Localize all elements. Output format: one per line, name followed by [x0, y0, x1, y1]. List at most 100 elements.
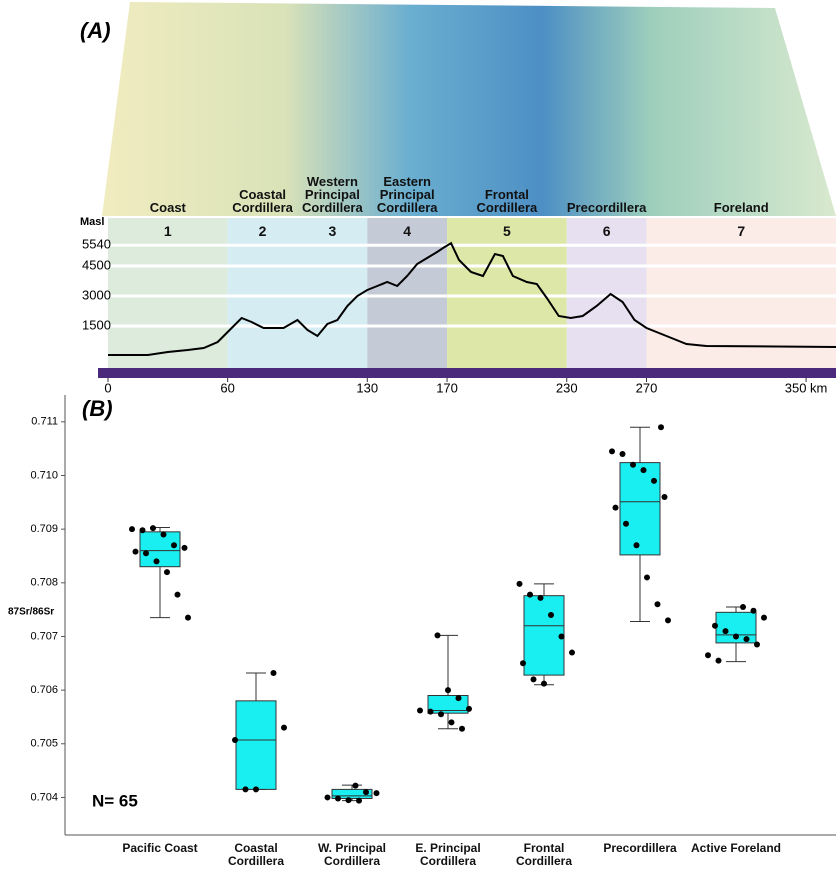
zone [447, 218, 567, 368]
panel-label: (A) [80, 18, 111, 43]
data-point [356, 798, 362, 804]
data-point [140, 527, 146, 533]
y-tick-label: 3000 [82, 287, 111, 302]
y-tick-label: 4500 [82, 257, 111, 272]
x-tick-label: 170 [436, 380, 458, 395]
x-axis-bar [98, 368, 836, 378]
y-tick-label: 0.711 [31, 416, 58, 428]
zone-number: 5 [487, 225, 527, 238]
box [236, 701, 276, 790]
data-point [281, 725, 287, 731]
data-point [634, 542, 640, 548]
data-point [435, 632, 441, 638]
chart: (A) Masl (B) 87Sr/86Sr N= 65 15003000450… [0, 0, 836, 879]
figure: (A) Masl (B) 87Sr/86Sr N= 65 15003000450… [0, 0, 836, 879]
y-tick-label: 0.710 [30, 469, 58, 481]
data-point [232, 737, 238, 743]
data-point [243, 786, 249, 792]
data-point [569, 650, 575, 656]
data-point [517, 581, 523, 587]
y-tick-label: 0.708 [30, 577, 58, 589]
data-point [185, 615, 191, 621]
zone [228, 218, 298, 368]
data-point [175, 592, 181, 598]
zone-number: 6 [587, 225, 627, 238]
data-point [712, 623, 718, 629]
data-point [346, 797, 352, 803]
data-point [716, 658, 722, 664]
y-tick-label: 1500 [82, 317, 111, 332]
data-point [548, 612, 554, 618]
box [620, 463, 660, 555]
x-tick-label: E. Principal Cordillera [400, 842, 496, 868]
data-point [456, 695, 462, 701]
data-point [253, 786, 259, 792]
data-point [723, 628, 729, 634]
data-point [520, 660, 526, 666]
y-tick-label: 0.704 [30, 791, 58, 803]
x-tick-label: 60 [220, 380, 234, 395]
data-point [655, 601, 661, 607]
x-tick-label: 130 [356, 380, 378, 395]
data-point [705, 652, 711, 658]
zone-name: Coast [128, 201, 208, 214]
annotation: N= 65 [92, 791, 138, 810]
data-point [150, 525, 156, 531]
data-point [459, 726, 465, 732]
data-point [740, 604, 746, 610]
data-point [363, 789, 369, 795]
zone-name: Eastern Principal Cordillera [367, 175, 447, 214]
x-tick-label: 350 km [785, 380, 828, 395]
data-point [644, 574, 650, 580]
data-point [143, 550, 149, 556]
data-point [744, 636, 750, 642]
data-point [271, 670, 277, 676]
zone-number: 7 [721, 225, 761, 238]
data-point [154, 558, 160, 564]
data-point [651, 478, 657, 484]
data-point [641, 467, 647, 473]
data-point [541, 681, 547, 687]
data-point [733, 633, 739, 639]
data-point [613, 505, 619, 511]
x-tick-label: Coastal Cordillera [208, 842, 304, 868]
x-tick-label: W. Principal Cordillera [304, 842, 400, 868]
x-tick-label: 0 [104, 380, 111, 395]
data-point [559, 633, 565, 639]
zone-name: Foreland [701, 201, 781, 214]
y-axis-title: 87Sr/86Sr [8, 607, 54, 618]
box [524, 596, 564, 675]
y-tick-label: 0.709 [30, 523, 58, 535]
zone-number: 1 [148, 225, 188, 238]
data-point [466, 706, 472, 712]
data-point [527, 592, 533, 598]
zone-name: Western Principal Cordillera [292, 175, 372, 214]
data-point [335, 796, 341, 802]
zone-name: Frontal Cordillera [467, 188, 547, 214]
zone-number: 4 [387, 225, 427, 238]
data-point [609, 448, 615, 454]
box [140, 532, 180, 567]
x-tick-label: Active Foreland [688, 842, 784, 855]
data-point [449, 719, 455, 725]
data-point [417, 708, 423, 714]
data-point [658, 424, 664, 430]
terrain [102, 2, 836, 216]
data-point [531, 676, 537, 682]
data-point [623, 521, 629, 527]
zone [367, 218, 447, 368]
panel-label: (B) [82, 396, 113, 421]
data-point [129, 526, 135, 532]
y-axis-title: Masl [80, 216, 104, 228]
data-point [325, 794, 331, 800]
zone-number: 2 [243, 225, 283, 238]
data-point [133, 549, 139, 555]
data-point [164, 569, 170, 575]
data-point [374, 790, 380, 796]
data-point [182, 545, 188, 551]
zone-name: Coastal Cordillera [223, 188, 303, 214]
data-point [171, 542, 177, 548]
zone-name: Precordillera [567, 201, 647, 214]
x-tick-label: 270 [636, 380, 658, 395]
y-tick-label: 0.706 [30, 684, 58, 696]
